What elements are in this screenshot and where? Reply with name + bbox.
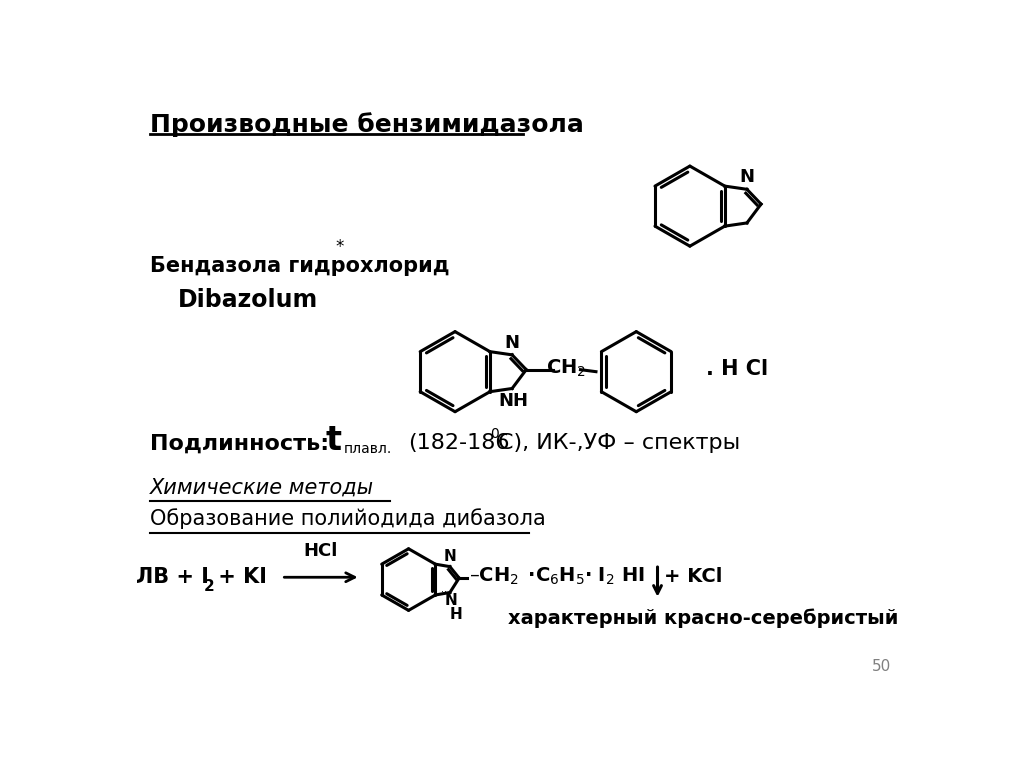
Text: 50: 50 bbox=[872, 659, 891, 674]
Text: Подлинность:: Подлинность: bbox=[150, 433, 329, 453]
Text: . H Cl: . H Cl bbox=[706, 359, 768, 379]
Text: –CH$_2$: –CH$_2$ bbox=[469, 566, 519, 588]
Text: C), ИК-,УФ – спектры: C), ИК-,УФ – спектры bbox=[499, 433, 740, 453]
Text: плавл.: плавл. bbox=[343, 442, 392, 455]
Text: CH$_2$: CH$_2$ bbox=[547, 357, 587, 379]
Text: Dibazolum: Dibazolum bbox=[178, 288, 318, 312]
Text: + KI: + KI bbox=[211, 568, 267, 588]
Text: NH: NH bbox=[499, 392, 528, 409]
Text: Бендазола гидрохлорид: Бендазола гидрохлорид bbox=[150, 257, 450, 276]
Text: I$_2$ HI: I$_2$ HI bbox=[591, 566, 645, 588]
Text: t: t bbox=[326, 424, 342, 457]
Text: характерный красно-серебристый: характерный красно-серебристый bbox=[508, 608, 898, 628]
Text: ··: ·· bbox=[440, 587, 446, 597]
Text: Образование полийодида дибазола: Образование полийодида дибазола bbox=[150, 508, 546, 529]
Text: HCl: HCl bbox=[304, 541, 338, 560]
Text: Химические методы: Химические методы bbox=[150, 477, 374, 497]
Text: 2: 2 bbox=[204, 579, 215, 594]
Text: 0: 0 bbox=[489, 427, 499, 441]
Text: H: H bbox=[451, 607, 463, 622]
Text: ЛВ + I: ЛВ + I bbox=[136, 568, 209, 588]
Text: *: * bbox=[336, 238, 344, 257]
Text: N: N bbox=[444, 593, 458, 608]
Text: Производные бензимидазола: Производные бензимидазола bbox=[150, 112, 584, 137]
Text: (182-186: (182-186 bbox=[409, 433, 510, 453]
Text: N: N bbox=[739, 168, 755, 186]
Text: + KCl: + KCl bbox=[665, 567, 723, 586]
Text: N: N bbox=[505, 334, 519, 352]
Text: ·C$_6$H$_5$·: ·C$_6$H$_5$· bbox=[521, 566, 592, 588]
Text: N: N bbox=[443, 549, 457, 564]
